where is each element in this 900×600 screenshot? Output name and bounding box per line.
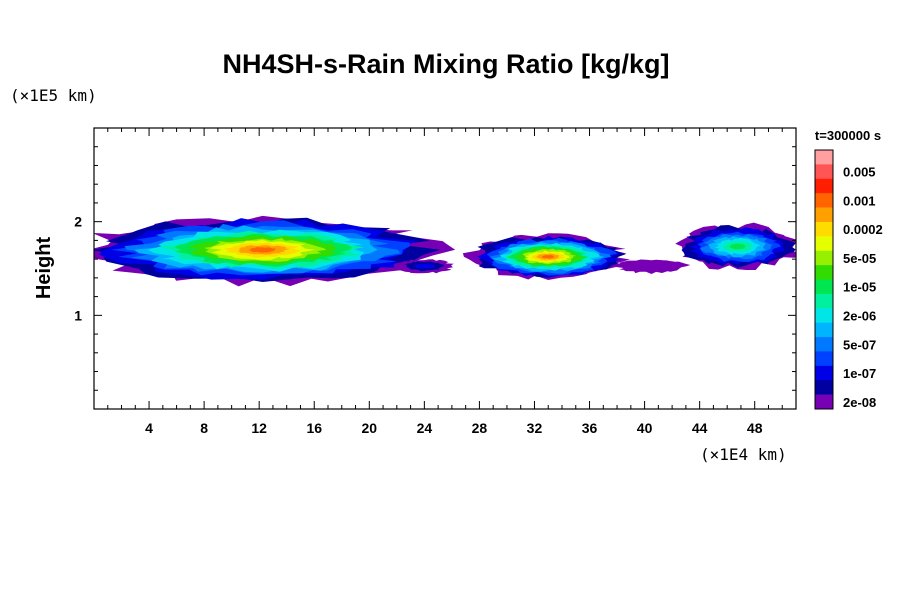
x-tick-label: 12	[251, 420, 267, 436]
colorbar-swatch	[815, 193, 833, 208]
colorbar-swatch	[815, 250, 833, 266]
x-tick-label: 48	[747, 420, 763, 436]
y-axis: 12	[74, 146, 796, 391]
x-tick-label: 36	[582, 420, 598, 436]
x-tick-label: 20	[362, 420, 378, 436]
colorbar-swatch	[815, 308, 833, 323]
contour-level	[612, 259, 691, 274]
x-axis: 4 8 12 16 20 24 28 32 36 40 44 48	[107, 128, 783, 436]
colorbar-swatch	[815, 394, 833, 410]
y-tick-label: 2	[74, 214, 82, 230]
y-axis-unit: (×1E5 km)	[10, 86, 97, 105]
colorbar-label: 0.005	[843, 165, 876, 180]
colorbar-frame	[814, 149, 834, 410]
colorbar-swatch	[815, 265, 833, 280]
colorbar-swatch	[815, 178, 833, 194]
x-tick-label: 40	[637, 420, 653, 436]
colorbar-swatch	[815, 380, 833, 395]
colorbar-swatch	[815, 322, 833, 338]
cloud-region	[612, 259, 691, 274]
colorbar-label: 5e-07	[843, 337, 876, 352]
colorbar-swatch	[815, 236, 833, 252]
colorbar-swatch	[815, 221, 833, 237]
colorbar-label: 5e-05	[843, 251, 876, 266]
y-axis-label: Height	[33, 237, 55, 300]
colorbar-swatch	[815, 293, 833, 309]
x-tick-label: 16	[306, 420, 322, 436]
colorbar-swatch	[815, 207, 833, 223]
cloud-region	[393, 259, 454, 274]
colorbar-swatch	[815, 279, 833, 295]
chart-title: NH4SH-s-Rain Mixing Ratio [kg/kg]	[222, 49, 669, 79]
y-tick-label: 1	[74, 307, 82, 323]
colorbar-swatch	[815, 365, 833, 381]
cloud-region	[675, 222, 796, 270]
contour-level	[248, 247, 277, 253]
x-tick-label: 8	[200, 420, 208, 436]
contour-level	[412, 263, 436, 269]
plot-frame	[93, 127, 797, 410]
contour-level	[729, 243, 746, 250]
colorbar-swatch	[815, 150, 833, 165]
contour-level	[541, 255, 555, 259]
x-tick-label: 24	[417, 420, 433, 436]
x-axis-unit: (×1E4 km)	[700, 445, 787, 464]
time-label: t=300000 s	[815, 128, 881, 143]
colorbar-swatch	[815, 351, 833, 367]
colorbar-swatch	[815, 337, 833, 352]
mixing-ratio-field	[94, 215, 796, 287]
cloud-region	[94, 215, 456, 287]
colorbar-label: 2e-08	[843, 395, 876, 410]
colorbar-label: 1e-05	[843, 280, 876, 295]
colorbar-label: 2e-06	[843, 308, 876, 323]
x-tick-label: 44	[692, 420, 708, 436]
cloud-region	[462, 233, 630, 280]
colorbar-swatch	[815, 164, 833, 180]
x-tick-label: 32	[527, 420, 543, 436]
colorbar-label: 0.0002	[843, 222, 883, 237]
colorbar-label: 0.001	[843, 193, 876, 208]
x-tick-label: 28	[472, 420, 488, 436]
x-tick-label: 4	[145, 420, 153, 436]
colorbar-label: 1e-07	[843, 366, 876, 381]
colorbar: 0.005 0.001 0.0002 5e-05 1e-05 2e-06 5e-07 1e-0…	[814, 149, 883, 410]
